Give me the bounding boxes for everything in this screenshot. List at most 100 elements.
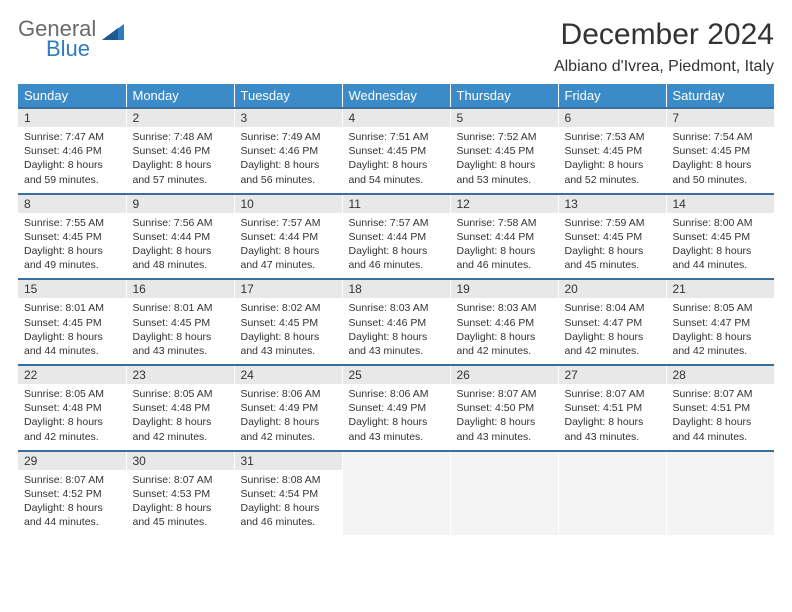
day-number: 29 (18, 452, 126, 470)
sunset-line: Sunset: 4:44 PM (133, 230, 228, 244)
sunrise-line: Sunrise: 8:06 AM (241, 387, 336, 401)
sunset-line: Sunset: 4:50 PM (457, 401, 552, 415)
daylight-line: Daylight: 8 hours and 50 minutes. (673, 158, 769, 186)
day-number: 21 (667, 280, 775, 298)
day-detail: Sunrise: 8:05 AMSunset: 4:48 PMDaylight:… (18, 384, 126, 450)
sunrise-line: Sunrise: 7:58 AM (457, 216, 552, 230)
sunrise-line: Sunrise: 7:59 AM (565, 216, 660, 230)
day-detail: Sunrise: 8:06 AMSunset: 4:49 PMDaylight:… (235, 384, 342, 450)
calendar-day-cell (342, 451, 450, 536)
daylight-line: Daylight: 8 hours and 49 minutes. (24, 244, 120, 272)
sunrise-line: Sunrise: 8:03 AM (457, 301, 552, 315)
calendar-day-cell: 26Sunrise: 8:07 AMSunset: 4:50 PMDayligh… (450, 365, 558, 451)
sunset-line: Sunset: 4:45 PM (565, 230, 660, 244)
daylight-line: Daylight: 8 hours and 43 minutes. (457, 415, 552, 443)
sunrise-line: Sunrise: 8:07 AM (457, 387, 552, 401)
sunrise-line: Sunrise: 8:07 AM (133, 473, 228, 487)
sunset-line: Sunset: 4:44 PM (457, 230, 552, 244)
daylight-line: Daylight: 8 hours and 42 minutes. (133, 415, 228, 443)
sunrise-line: Sunrise: 8:07 AM (565, 387, 660, 401)
sunrise-line: Sunrise: 7:54 AM (673, 130, 769, 144)
sunset-line: Sunset: 4:46 PM (133, 144, 228, 158)
day-detail: Sunrise: 7:56 AMSunset: 4:44 PMDaylight:… (127, 213, 234, 279)
sunrise-line: Sunrise: 7:47 AM (24, 130, 120, 144)
calendar-day-cell: 20Sunrise: 8:04 AMSunset: 4:47 PMDayligh… (558, 279, 666, 365)
daylight-line: Daylight: 8 hours and 46 minutes. (241, 501, 336, 529)
calendar-day-cell: 30Sunrise: 8:07 AMSunset: 4:53 PMDayligh… (126, 451, 234, 536)
sunset-line: Sunset: 4:48 PM (133, 401, 228, 415)
sunset-line: Sunset: 4:45 PM (133, 316, 228, 330)
day-detail: Sunrise: 8:08 AMSunset: 4:54 PMDaylight:… (235, 470, 342, 536)
daylight-line: Daylight: 8 hours and 46 minutes. (349, 244, 444, 272)
header: General Blue December 2024 Albiano d'Ivr… (18, 18, 774, 76)
calendar-week-row: 8 Sunrise: 7:55 AM Sunset: 4:45 PM Daylight… (18, 194, 774, 280)
daylight-line: Daylight: 8 hours and 44 minutes. (673, 415, 769, 443)
calendar-week-row: 29Sunrise: 8:07 AMSunset: 4:52 PMDayligh… (18, 451, 774, 536)
day-detail: Sunrise: 8:05 AMSunset: 4:47 PMDaylight:… (667, 298, 775, 364)
calendar-day-cell: 3Sunrise: 7:49 AMSunset: 4:46 PMDaylight… (234, 108, 342, 194)
sunrise-line: Sunrise: 8:05 AM (133, 387, 228, 401)
calendar-day-cell: 29Sunrise: 8:07 AMSunset: 4:52 PMDayligh… (18, 451, 126, 536)
weekday-header: Saturday (666, 84, 774, 108)
daylight-line: Daylight: 8 hours and 42 minutes. (673, 330, 769, 358)
logo-part2: Blue (46, 38, 96, 60)
calendar-day-cell: 7Sunrise: 7:54 AMSunset: 4:45 PMDaylight… (666, 108, 774, 194)
day-detail: Sunrise: 8:02 AMSunset: 4:45 PMDaylight:… (235, 298, 342, 364)
calendar-day-cell: 23Sunrise: 8:05 AMSunset: 4:48 PMDayligh… (126, 365, 234, 451)
sunset-line: Sunset: 4:52 PM (24, 487, 120, 501)
day-detail: Sunrise: 8:04 AMSunset: 4:47 PMDaylight:… (559, 298, 666, 364)
calendar-week-row: 1Sunrise: 7:47 AMSunset: 4:46 PMDaylight… (18, 108, 774, 194)
day-detail: Sunrise: 7:48 AMSunset: 4:46 PMDaylight:… (127, 127, 234, 193)
day-detail: Sunrise: 7:53 AMSunset: 4:45 PMDaylight:… (559, 127, 666, 193)
sunrise-line: Sunrise: 8:06 AM (349, 387, 444, 401)
day-number: 9 (127, 195, 234, 213)
day-number: 28 (667, 366, 775, 384)
day-number: 8 (18, 195, 126, 213)
weekday-header: Sunday (18, 84, 126, 108)
sunset-line: Sunset: 4:54 PM (241, 487, 336, 501)
daylight-line: Daylight: 8 hours and 42 minutes. (565, 330, 660, 358)
day-detail: Sunrise: 8:03 AMSunset: 4:46 PMDaylight:… (451, 298, 558, 364)
sunrise-line: Sunrise: 8:07 AM (24, 473, 120, 487)
calendar-day-cell (450, 451, 558, 536)
day-number: 30 (127, 452, 234, 470)
logo: General Blue (18, 18, 128, 60)
sunrise-line: Sunrise: 7:49 AM (241, 130, 336, 144)
sunset-line: Sunset: 4:45 PM (24, 316, 120, 330)
sunrise-line: Sunrise: 7:56 AM (133, 216, 228, 230)
day-number: 6 (559, 109, 666, 127)
calendar-day-cell: 18Sunrise: 8:03 AMSunset: 4:46 PMDayligh… (342, 279, 450, 365)
sunset-line: Sunset: 4:44 PM (349, 230, 444, 244)
sunrise-line: Sunrise: 8:03 AM (349, 301, 444, 315)
day-number: 20 (559, 280, 666, 298)
calendar-day-cell: 6Sunrise: 7:53 AMSunset: 4:45 PMDaylight… (558, 108, 666, 194)
day-number: 2 (127, 109, 234, 127)
calendar-day-cell: 13Sunrise: 7:59 AMSunset: 4:45 PMDayligh… (558, 194, 666, 280)
calendar-table: Sunday Monday Tuesday Wednesday Thursday… (18, 84, 774, 535)
calendar-day-cell: 8Sunrise: 7:55 AMSunset: 4:45 PMDaylight… (18, 194, 126, 280)
sunset-line: Sunset: 4:46 PM (24, 144, 120, 158)
sunrise-line: Sunrise: 8:02 AM (241, 301, 336, 315)
sunrise-line: Sunrise: 7:57 AM (349, 216, 444, 230)
day-number: 11 (343, 195, 450, 213)
daylight-line: Daylight: 8 hours and 43 minutes. (133, 330, 228, 358)
logo-text: General Blue (18, 18, 96, 60)
sunrise-line: Sunrise: 8:05 AM (24, 387, 120, 401)
weekday-header: Friday (558, 84, 666, 108)
day-detail: Sunrise: 7:57 AMSunset: 4:44 PMDaylight:… (235, 213, 342, 279)
day-number: 10 (235, 195, 342, 213)
sunrise-line: Sunrise: 7:55 AM (24, 216, 120, 230)
calendar-week-row: 22Sunrise: 8:05 AMSunset: 4:48 PMDayligh… (18, 365, 774, 451)
day-detail: Sunrise: 8:07 AMSunset: 4:50 PMDaylight:… (451, 384, 558, 450)
day-detail: Sunrise: 7:52 AMSunset: 4:45 PMDaylight:… (451, 127, 558, 193)
daylight-line: Daylight: 8 hours and 43 minutes. (241, 330, 336, 358)
day-detail: Sunrise: 8:06 AMSunset: 4:49 PMDaylight:… (343, 384, 450, 450)
daylight-line: Daylight: 8 hours and 54 minutes. (349, 158, 444, 186)
calendar-day-cell (666, 451, 774, 536)
day-number: 14 (667, 195, 775, 213)
sunrise-line: Sunrise: 8:08 AM (241, 473, 336, 487)
daylight-line: Daylight: 8 hours and 43 minutes. (349, 415, 444, 443)
calendar-day-cell: 5Sunrise: 7:52 AMSunset: 4:45 PMDaylight… (450, 108, 558, 194)
day-number: 17 (235, 280, 342, 298)
sunrise-line: Sunrise: 8:05 AM (673, 301, 769, 315)
